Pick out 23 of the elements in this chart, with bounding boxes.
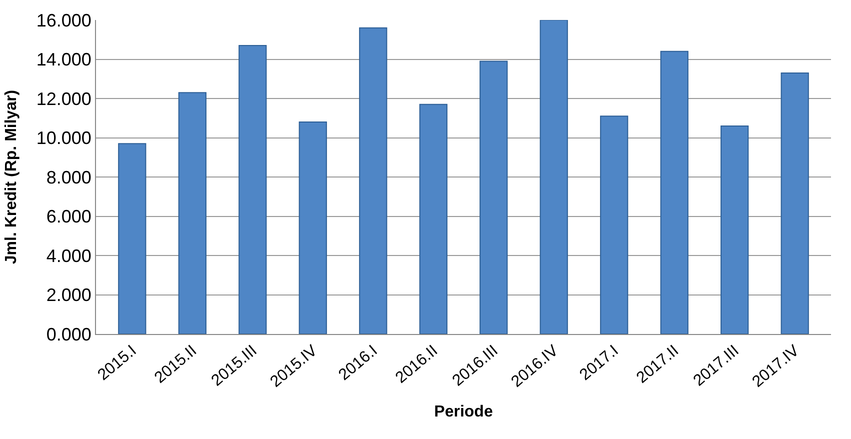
x-axis-title: Periode (434, 404, 493, 421)
y-axis-title: Jml. Kredit (Rp. Milyar) (3, 90, 20, 264)
y-tick-label: 14.000 (36, 50, 92, 70)
bar (359, 27, 388, 334)
bar (480, 60, 508, 334)
y-tick-label: 8.000 (46, 167, 92, 188)
y-tick-label: 16.000 (36, 10, 92, 30)
y-tick-label: 2.000 (46, 285, 92, 306)
y-tick-label: 0.000 (46, 324, 92, 344)
bar (238, 45, 267, 334)
y-tick-label: 6.000 (46, 206, 92, 227)
y-tick-label: 12.000 (36, 88, 92, 109)
bar (178, 92, 206, 334)
bar (780, 72, 809, 334)
y-tick-label: 10.000 (36, 128, 92, 148)
bar (298, 122, 327, 334)
bar (600, 116, 628, 334)
bar (720, 125, 749, 334)
bar (540, 20, 568, 334)
bar (660, 50, 688, 334)
bar (419, 104, 448, 334)
bar (118, 143, 146, 334)
y-tick-label: 4.000 (46, 246, 92, 266)
